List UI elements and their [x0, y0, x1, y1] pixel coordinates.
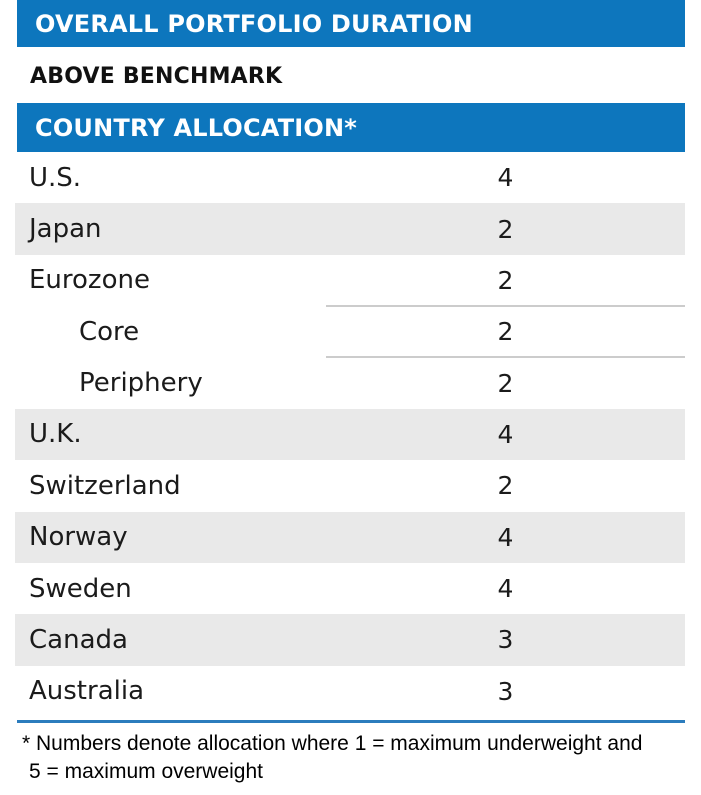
- footer-divider-rule: [17, 720, 685, 723]
- allocation-value: 2: [497, 317, 514, 347]
- country-allocation-header-label: COUNTRY ALLOCATION*: [35, 113, 358, 142]
- allocation-value: 2: [497, 368, 514, 398]
- allocation-value: 4: [497, 163, 514, 193]
- allocation-value: 4: [497, 419, 514, 449]
- table-row: Core 2: [15, 306, 685, 359]
- table-row: Periphery 2: [15, 357, 685, 408]
- footnote: * Numbers denote allocation where 1 = ma…: [22, 730, 642, 786]
- country-label: U.S.: [29, 162, 82, 193]
- country-label: Australia: [29, 676, 145, 707]
- footnote-line-2: 5 = maximum overweight: [29, 760, 264, 783]
- allocation-value: 3: [497, 625, 514, 655]
- value-column-separator: [326, 356, 685, 359]
- allocation-value: 3: [497, 676, 514, 706]
- country-label: Canada: [29, 624, 128, 655]
- country-label: Japan: [29, 214, 102, 245]
- allocation-value: 4: [497, 574, 514, 604]
- duration-status-label: ABOVE BENCHMARK: [30, 63, 283, 89]
- table-row: Australia 3: [15, 666, 685, 717]
- country-label: Norway: [29, 522, 128, 553]
- country-label: U.K.: [29, 419, 82, 450]
- table-row: Norway 4: [15, 511, 685, 563]
- allocation-value: 2: [497, 214, 514, 244]
- table-row: Canada 3: [15, 614, 685, 666]
- allocation-value: 4: [497, 522, 514, 552]
- duration-status: ABOVE BENCHMARK: [30, 60, 282, 92]
- country-label: Eurozone: [29, 265, 150, 296]
- country-label: Switzerland: [29, 470, 181, 501]
- allocation-value: 2: [497, 471, 514, 501]
- allocation-value: 2: [497, 265, 514, 295]
- footnote-line-1: * Numbers denote allocation where 1 = ma…: [22, 732, 643, 755]
- table-row: U.K. 4: [15, 408, 685, 461]
- country-label: Sweden: [29, 573, 132, 604]
- overall-duration-header-label: OVERALL PORTFOLIO DURATION: [35, 9, 473, 38]
- table-row: Switzerland 2: [15, 460, 685, 511]
- table-row: Sweden 4: [15, 563, 685, 614]
- table-row: Japan 2: [15, 203, 685, 255]
- country-label: Periphery: [79, 368, 203, 399]
- table-row: Eurozone 2: [15, 255, 685, 308]
- overall-duration-header: OVERALL PORTFOLIO DURATION: [17, 0, 685, 47]
- table-row: U.S. 4: [15, 152, 685, 203]
- country-label: Core: [79, 316, 140, 347]
- value-column-separator: [326, 305, 685, 308]
- country-allocation-header: COUNTRY ALLOCATION*: [17, 103, 685, 152]
- country-allocation-table: U.S. 4 Japan 2 Eurozone 2 Core 2 Periphe…: [15, 152, 685, 717]
